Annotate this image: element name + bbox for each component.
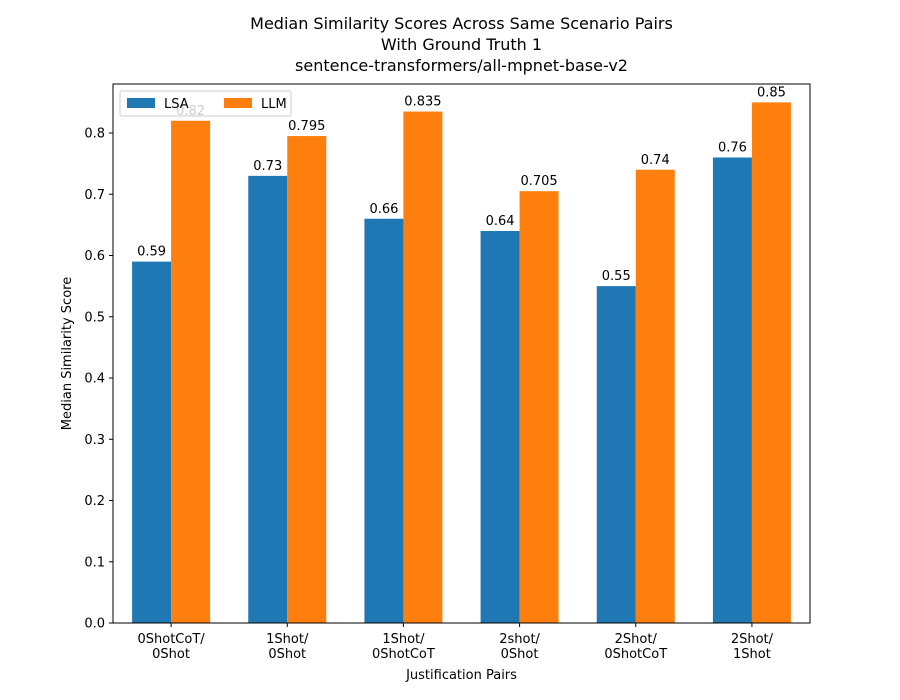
- y-tick-label: 0.6: [84, 249, 105, 264]
- chart-title-line: Median Similarity Scores Across Same Sce…: [250, 14, 673, 33]
- y-tick-label: 0.4: [84, 372, 105, 387]
- chart-title-line: sentence-transformers/all-mpnet-base-v2: [295, 56, 628, 75]
- bars-layer: [132, 102, 791, 623]
- y-tick-label: 0.2: [84, 494, 105, 509]
- bar-llm: [751, 102, 791, 623]
- bar-lsa: [132, 261, 172, 623]
- bar-llm: [403, 111, 443, 623]
- legend-box: [119, 90, 292, 117]
- x-tick-label: 0ShotCoT/: [137, 632, 205, 647]
- x-tick-label: 0ShotCoT: [604, 647, 667, 662]
- legend-label-lsa: LSA: [164, 97, 189, 112]
- bar-lsa: [248, 175, 288, 623]
- y-axis-label: Median Similarity Score: [60, 277, 75, 430]
- data-label: 0.59: [137, 245, 166, 260]
- x-tick-label: 0Shot: [152, 647, 190, 662]
- bar-lsa: [480, 231, 520, 623]
- x-tick-label: 1Shot/: [266, 632, 309, 647]
- x-tick-label: 2shot/: [499, 632, 540, 647]
- data-label: 0.85: [757, 85, 786, 100]
- bar-lsa: [596, 286, 636, 623]
- y-tick-label: 0.1: [84, 555, 105, 570]
- x-tick-label: 2Shot/: [615, 632, 658, 647]
- x-axis-label: Justification Pairs: [405, 668, 517, 683]
- chart-title: Median Similarity Scores Across Same Sce…: [250, 14, 673, 75]
- y-tick-label: 0.5: [84, 310, 105, 325]
- y-tick-label: 0.8: [84, 127, 105, 142]
- data-label: 0.66: [369, 202, 398, 217]
- data-label: 0.73: [253, 159, 282, 174]
- data-label: 0.74: [641, 153, 670, 168]
- bar-llm: [519, 191, 559, 623]
- x-tick-label: 1Shot/: [382, 632, 425, 647]
- y-axis: 0.0 0.1 0.2 0.3 0.4 0.5 0.6 0.7 0.8: [84, 127, 113, 632]
- chart-title-line: With Ground Truth 1: [381, 35, 542, 54]
- legend-swatch-llm: [224, 98, 252, 108]
- x-axis: 0ShotCoT/0Shot1Shot/0Shot1Shot/0ShotCoT2…: [137, 623, 774, 662]
- x-tick-label: 2Shot/: [731, 632, 774, 647]
- x-tick-label: 0ShotCoT: [372, 647, 435, 662]
- x-tick-label: 0Shot: [501, 647, 539, 662]
- legend-swatch-lsa: [127, 98, 155, 108]
- legend-label-llm: LLM: [261, 97, 287, 112]
- data-label: 0.835: [404, 95, 441, 110]
- bar-llm: [635, 169, 675, 623]
- y-tick-label: 0.3: [84, 433, 105, 448]
- x-tick-label: 1Shot: [733, 647, 771, 662]
- data-label: 0.55: [602, 269, 631, 284]
- data-label: 0.705: [520, 174, 557, 189]
- plot-frame: [112, 83, 811, 624]
- data-label: 0.795: [288, 119, 325, 134]
- legend: LSA LLM: [119, 90, 292, 117]
- bar-lsa: [364, 218, 404, 623]
- bar-llm: [171, 120, 211, 623]
- data-label: 0.64: [486, 214, 515, 229]
- y-tick-label: 0.0: [84, 617, 105, 632]
- bar-llm: [287, 136, 327, 623]
- bar-lsa: [712, 157, 752, 623]
- data-label: 0.76: [718, 141, 747, 156]
- y-tick-label: 0.7: [84, 188, 105, 203]
- x-tick-label: 0Shot: [268, 647, 306, 662]
